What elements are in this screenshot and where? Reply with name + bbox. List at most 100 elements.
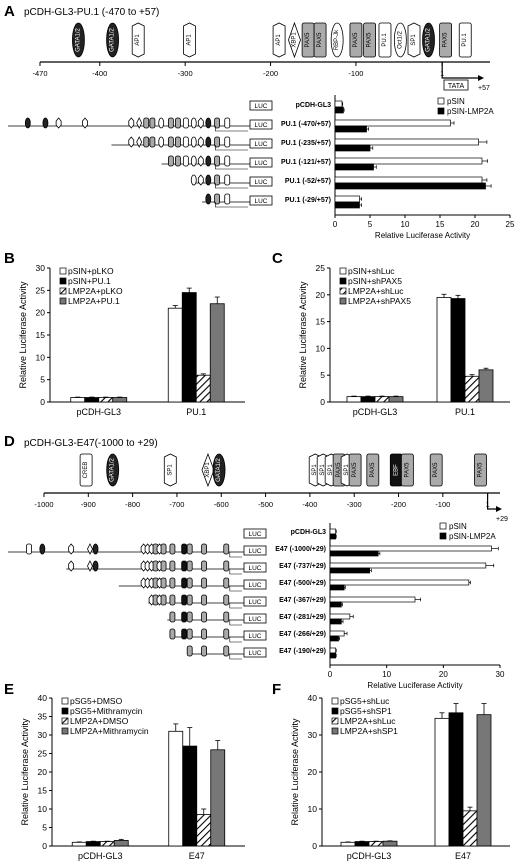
- promoter-site-label: GATA1/2: [216, 457, 222, 481]
- legend-swatch: [339, 277, 347, 285]
- construct-site-shape: [92, 560, 99, 572]
- promoter-site-label: PAX5: [478, 462, 484, 478]
- promoter-site-shape: [313, 22, 327, 58]
- construct-site-shape: [92, 543, 99, 555]
- x-tick-label: 20: [471, 220, 480, 229]
- promoter-site-shape: [201, 452, 215, 488]
- construct-site-shape: [181, 611, 188, 623]
- construct-tss: [229, 654, 242, 660]
- promoter-site-shape: [474, 453, 487, 487]
- construct-site-shape: [201, 645, 207, 657]
- construct-site-shape: [224, 117, 231, 129]
- bar: [329, 601, 342, 608]
- construct-site-shape: [181, 543, 188, 555]
- bar-chart-d: LUC LUC LUC LUC LUC LUC LUC LUC 0 10 20 30 Relative …: [8, 522, 505, 690]
- category-label: PU.1 (-470/+57): [281, 121, 331, 128]
- bar: [334, 157, 483, 165]
- construct-site-shape: [186, 594, 193, 606]
- promoter-site-label: PAX5: [370, 462, 376, 478]
- map-tick-label: -200: [263, 69, 278, 78]
- construct-site-shape: [186, 577, 193, 589]
- promoter-site-label: SP1: [320, 464, 326, 476]
- construct-title-a: pCDH-GL3-PU.1 (-470 to +57): [24, 7, 159, 18]
- bar: [478, 369, 494, 403]
- construct-site-shape: [223, 645, 230, 657]
- luc-box: [243, 545, 267, 556]
- construct-site-shape: [223, 628, 230, 640]
- promoter-site-label: CREB: [83, 462, 89, 479]
- panel-letter-d: D: [4, 433, 15, 450]
- map-tick-label: -200: [391, 500, 406, 509]
- bar: [329, 647, 337, 654]
- promoter-map-d: -1000 -900 -800 -700 -600 -500 -400 -300 -200 -10…: [34, 452, 508, 523]
- construct-site-shape: [167, 117, 174, 129]
- y-tick-label: 0: [40, 397, 45, 407]
- y-tick-label: 5: [320, 370, 325, 380]
- x-tick-label: 10: [382, 670, 391, 679]
- luc-label: LUC: [248, 582, 261, 589]
- bar: [334, 100, 343, 108]
- construct-site-shape: [82, 117, 88, 129]
- promoter-site-label: PAX5: [352, 462, 358, 478]
- category-label: E47 (-190/+29): [279, 648, 326, 655]
- construct-tss: [229, 586, 242, 592]
- y-tick-label: 20: [38, 767, 48, 777]
- construct-site-shape: [186, 543, 193, 555]
- promoter-site-label: SP1: [167, 464, 173, 476]
- legend-label: pSIN-LMP2A: [449, 532, 496, 541]
- construct-site-shape: [55, 117, 62, 129]
- construct-site-shape: [149, 136, 156, 148]
- construct-site-shape: [201, 577, 207, 589]
- promoter-site-shape: [349, 22, 363, 58]
- legend-swatch: [61, 697, 69, 705]
- legend-label: LMP2A+Mithramycin: [70, 726, 149, 736]
- luc-label: LUC: [248, 650, 261, 657]
- construct-title-d: pCDH-GL3-E47(-1000 to +29): [24, 438, 158, 449]
- construct-site-shape: [160, 560, 167, 572]
- luc-box: [243, 562, 267, 573]
- promoter-site-label: GATA1/2: [426, 27, 432, 51]
- y-tick-label: 40: [38, 693, 48, 703]
- promoter-site-shape: [106, 22, 119, 58]
- construct-site-shape: [160, 594, 167, 606]
- promoter-site-label: XBP1: [291, 32, 297, 48]
- promoter-site-shape: [272, 22, 286, 58]
- construct-site-shape: [149, 117, 156, 129]
- category-label: pCDH-GL3: [347, 851, 392, 861]
- x-tick-label: 25: [506, 220, 515, 229]
- map-tick-label: -500: [258, 500, 273, 509]
- construct-site-shape: [214, 117, 221, 129]
- y-axis-label: Relative Luciferase Activity: [20, 718, 30, 826]
- bar: [70, 397, 86, 403]
- x-axis-label: Relative Luciferase Activity: [367, 681, 462, 690]
- bar: [329, 550, 379, 557]
- map-tick-label: -470: [32, 69, 47, 78]
- category-label: pCDH-GL3: [76, 407, 121, 417]
- construct-site-shape: [186, 645, 193, 657]
- construct-site-shape: [136, 136, 143, 148]
- construct-site-shape: [169, 543, 176, 555]
- construct-site-shape: [42, 117, 49, 129]
- map-tick-label: -100: [435, 500, 450, 509]
- y-tick-label: 30: [308, 730, 318, 740]
- construct-site-shape: [175, 136, 181, 148]
- promoter-site-shape: [348, 453, 362, 487]
- y-tick-label: 40: [308, 693, 318, 703]
- bar: [167, 307, 183, 403]
- y-tick-label: 15: [316, 317, 326, 327]
- y-tick-label: 10: [308, 804, 318, 814]
- construct-tss: [215, 202, 248, 208]
- category-label: PU.1 (-52/+57): [285, 178, 331, 185]
- construct-site-shape: [136, 117, 143, 129]
- luc-label: LUC: [248, 599, 261, 606]
- promoter-site-label: PAX5: [353, 32, 359, 48]
- construct-site-shape: [224, 136, 231, 148]
- luc-label: LUC: [254, 179, 267, 186]
- category-label: pCDH-GL3: [78, 851, 123, 861]
- legend-label: pSIN: [449, 522, 467, 531]
- legend-label: pSG5+DMSO: [70, 696, 123, 706]
- construct-site-shape: [190, 117, 197, 129]
- construct-site-shape: [201, 560, 207, 572]
- legend-label: LMP2A+shPAX5: [348, 296, 411, 306]
